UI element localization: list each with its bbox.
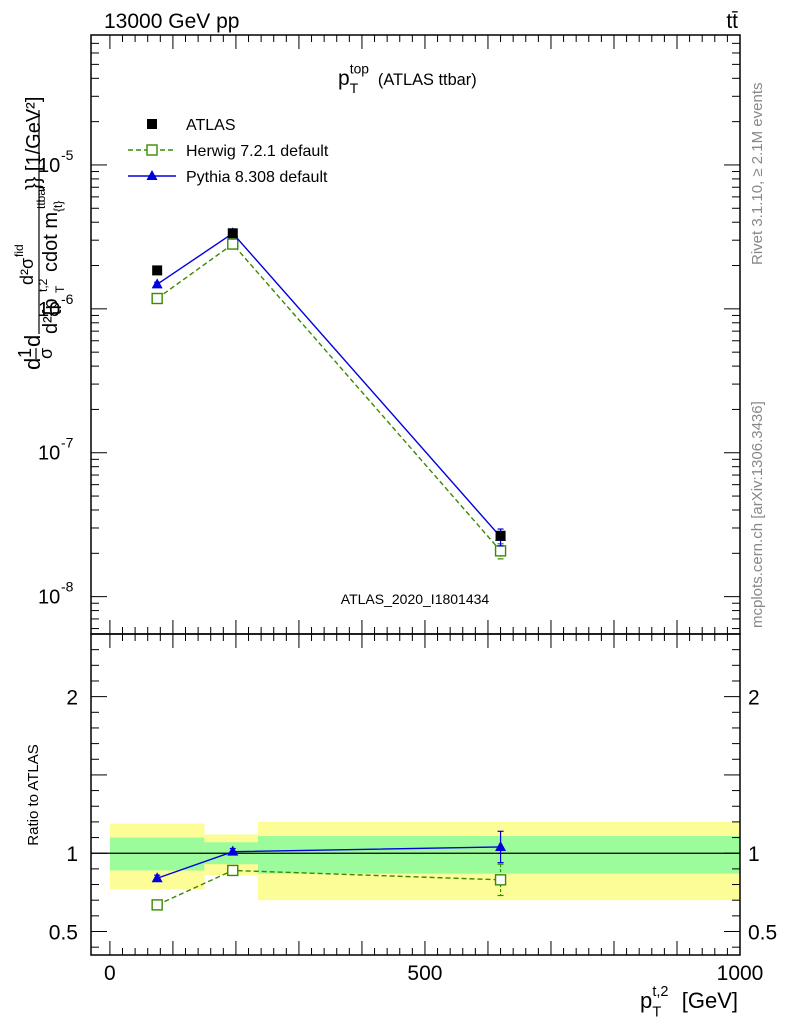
x-axis-label-sup: t,2 — [652, 984, 668, 1000]
main-ytick-label-exp: -6 — [61, 291, 74, 307]
ylabel-num-d2sigma: d²σ — [17, 258, 37, 285]
ylabel-den-sup2: ttbar — [34, 185, 48, 209]
legend-label-pythia-8-308-default: Pythia 8.308 default — [186, 169, 328, 186]
ratio-ytick-label-left: 0.5 — [49, 922, 78, 945]
ratio-frame — [90, 633, 741, 956]
main-series-atlas — [152, 228, 506, 541]
ratio-ytick-label-right: 2 — [748, 687, 760, 710]
ylabel-one: 1 — [15, 348, 35, 358]
analysis-id: ATLAS_2020_I1801434 — [341, 591, 490, 607]
ylabel-d1: d — [20, 358, 45, 370]
main-ytick-label: 10 -6 — [38, 291, 74, 321]
band-inner-0 — [109, 837, 205, 871]
ratio-series-pythia-8-308-default — [151, 830, 507, 883]
ratio-point-herwig-7-2-1-default — [227, 864, 239, 877]
x-axis-label: p t,2 T [GeV] — [640, 984, 738, 1020]
legend-entry-atlas: ATLAS — [147, 117, 236, 134]
legend-marker-herwig-7-2-1-default — [146, 144, 158, 156]
legend-marker-atlas — [147, 119, 157, 129]
ratio-xtick-label: 1000 — [717, 962, 764, 985]
ratio-point-pythia-8-308-default — [227, 845, 239, 856]
main-point-herwig-7-2-1-default — [227, 238, 239, 250]
x-axis-label-rest: [GeV] — [682, 988, 738, 1013]
ylabel-unit: }} [1/GeV²] — [23, 97, 45, 190]
main-point-herwig-7-2-1-default — [151, 292, 163, 305]
ylabel-den-sup: t,2 — [36, 278, 50, 292]
ylabel-num-fid: fid — [12, 244, 26, 257]
process-label: tt̄ — [726, 10, 738, 33]
ratio-point-pythia-8-308-default — [495, 840, 507, 851]
ylabel-den-sub: T — [53, 285, 67, 293]
main-ytick-label-base: 10 — [38, 443, 60, 465]
main-ytick-label-base: 10 — [38, 587, 60, 609]
main-ytick-label-exp: -7 — [61, 435, 74, 451]
main-line-pythia-8-308-default — [156, 232, 502, 538]
ratio-ytick-label-right: 1 — [748, 843, 760, 866]
main-line-herwig-7-2-1-default — [156, 243, 502, 552]
ratio-ytick-label-right: 0.5 — [748, 922, 777, 945]
main-point-herwig-7-2-1-default — [494, 545, 507, 557]
plot-title-rest: (ATLAS ttbar) — [378, 71, 477, 89]
plot-title-base: p — [338, 67, 350, 90]
main-point-pythia-8-308-default — [151, 278, 163, 289]
main-point-atlas — [495, 530, 506, 541]
ylabel-sigma1: σ — [36, 348, 56, 359]
x-axis-label-sub: T — [652, 1004, 661, 1020]
ratio-point-pythia-8-308-default — [151, 872, 163, 883]
main-series-herwig-7-2-1-default — [151, 238, 507, 560]
band-inner-2 — [257, 835, 740, 874]
main-series-pythia-8-308-default — [151, 227, 507, 547]
x-axis-label-base: p — [640, 988, 652, 1013]
ratio-point-herwig-7-2-1-default — [494, 874, 507, 886]
legend-label-atlas: ATLAS — [186, 117, 236, 134]
ratio-series-herwig-7-2-1-default — [151, 863, 507, 911]
ratio-xtick-label: 500 — [407, 962, 442, 985]
main-ytick-label-base: 10 — [38, 299, 60, 321]
plot-title: p top T (ATLAS ttbar) — [338, 60, 477, 96]
ylabel-den-sub2: {t} — [51, 201, 65, 212]
plot-title-sub: T — [350, 80, 359, 96]
ratio-y-axis-label: Ratio to ATLAS — [25, 744, 42, 845]
main-ytick-label-exp: -8 — [61, 579, 74, 595]
legend-entry-herwig-7-2-1-default: Herwig 7.2.1 default — [128, 143, 329, 160]
main-point-atlas — [227, 228, 238, 239]
beam-label: 13000 GeV pp — [104, 10, 239, 33]
ratio-xtick-label: 0 — [104, 962, 116, 985]
main-ytick-label: 10 -8 — [38, 579, 74, 609]
main-ytick-label: 10 -7 — [38, 435, 74, 465]
ratio-point-herwig-7-2-1-default — [151, 899, 163, 911]
main-ytick-label-exp: -5 — [61, 147, 74, 163]
ylabel-d2: d — [20, 335, 45, 347]
ylabel-den-b: cdot m — [40, 212, 62, 272]
ratio-ytick-label-left: 2 — [66, 687, 78, 710]
legend-label-herwig-7-2-1-default: Herwig 7.2.1 default — [186, 143, 329, 160]
ratio-ytick-label-left: 1 — [66, 843, 78, 866]
rivet-note: Rivet 3.1.10, ≥ 2.1M events — [749, 83, 766, 266]
plot-title-sup: top — [350, 60, 370, 76]
legend-marker-pythia-8-308-default — [146, 170, 158, 180]
ylabel-den-a: d²{p — [40, 298, 62, 334]
main-point-atlas — [152, 265, 163, 276]
legend-entry-pythia-8-308-default: Pythia 8.308 default — [128, 169, 328, 186]
main-ytick-label-base: 10 — [38, 155, 60, 177]
main-ytick-label: 10 -5 — [38, 147, 74, 177]
source-note: mcplots.cern.ch [arXiv:1306.3436] — [749, 401, 766, 628]
